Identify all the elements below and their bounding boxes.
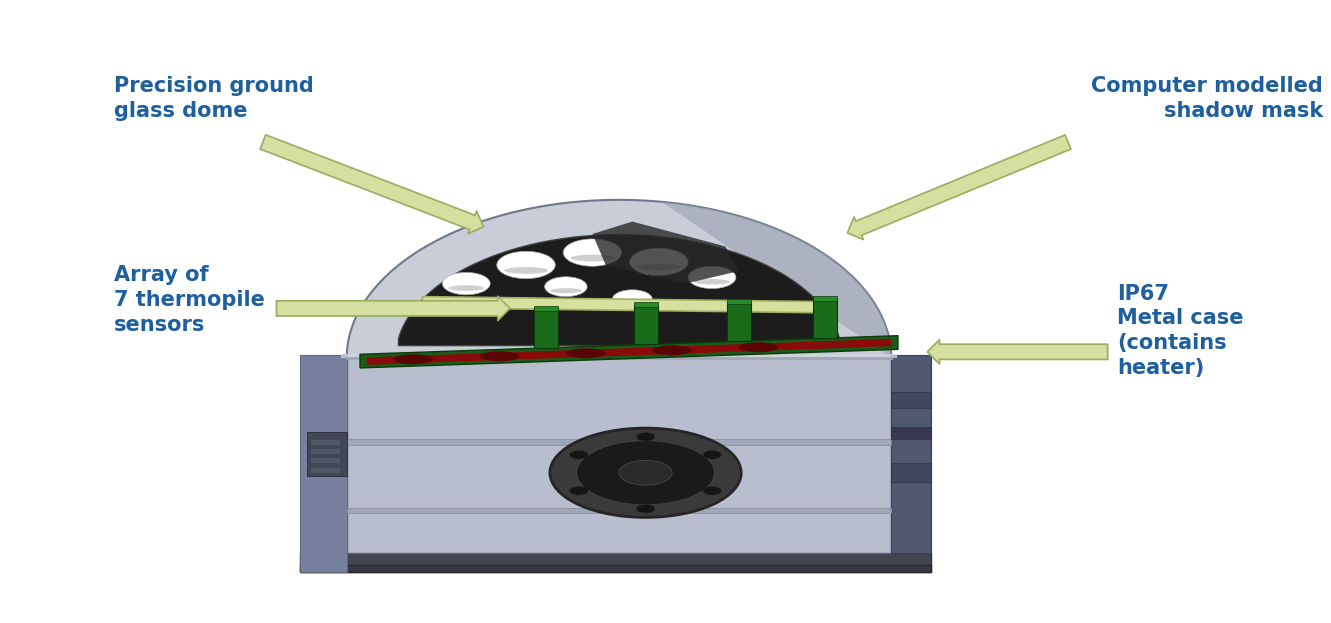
Circle shape bbox=[570, 450, 588, 459]
Ellipse shape bbox=[479, 351, 519, 361]
Polygon shape bbox=[422, 297, 820, 313]
Ellipse shape bbox=[618, 300, 647, 305]
Ellipse shape bbox=[693, 279, 729, 285]
Text: Array of
7 thermopile
sensors: Array of 7 thermopile sensors bbox=[114, 265, 265, 335]
Bar bbox=[634, 302, 658, 307]
Bar bbox=[311, 449, 341, 454]
Circle shape bbox=[636, 505, 655, 513]
Polygon shape bbox=[347, 355, 892, 553]
Polygon shape bbox=[662, 202, 892, 358]
Circle shape bbox=[550, 428, 741, 518]
Bar bbox=[892, 392, 932, 407]
Bar bbox=[892, 464, 932, 482]
Bar bbox=[307, 432, 347, 476]
Circle shape bbox=[496, 251, 555, 278]
Ellipse shape bbox=[566, 348, 606, 358]
Text: IP67
Metal case
(contains
heater): IP67 Metal case (contains heater) bbox=[1117, 283, 1243, 378]
Ellipse shape bbox=[652, 345, 692, 355]
Circle shape bbox=[688, 266, 736, 288]
Circle shape bbox=[703, 487, 721, 495]
Circle shape bbox=[703, 450, 721, 459]
Bar bbox=[311, 459, 341, 464]
Polygon shape bbox=[634, 305, 658, 345]
Ellipse shape bbox=[504, 267, 548, 274]
Polygon shape bbox=[301, 358, 347, 553]
Bar bbox=[311, 440, 341, 445]
Polygon shape bbox=[347, 200, 892, 358]
Ellipse shape bbox=[638, 264, 680, 271]
Circle shape bbox=[544, 277, 587, 297]
Circle shape bbox=[612, 290, 652, 308]
Bar bbox=[311, 468, 341, 473]
Ellipse shape bbox=[449, 285, 484, 291]
Circle shape bbox=[563, 239, 622, 266]
Circle shape bbox=[619, 460, 672, 485]
Polygon shape bbox=[359, 336, 898, 368]
Bar bbox=[813, 296, 837, 301]
Bar bbox=[892, 427, 932, 439]
Polygon shape bbox=[813, 298, 837, 338]
Bar bbox=[347, 439, 892, 445]
Polygon shape bbox=[366, 339, 892, 365]
Bar bbox=[301, 564, 932, 572]
Polygon shape bbox=[301, 355, 347, 572]
Circle shape bbox=[576, 440, 715, 505]
Polygon shape bbox=[398, 235, 840, 346]
Polygon shape bbox=[301, 553, 932, 572]
Bar bbox=[534, 306, 558, 311]
Polygon shape bbox=[592, 222, 739, 283]
Ellipse shape bbox=[571, 255, 615, 262]
Bar bbox=[347, 508, 892, 513]
Circle shape bbox=[630, 248, 688, 275]
Text: Computer modelled
shadow mask: Computer modelled shadow mask bbox=[1091, 76, 1323, 121]
Ellipse shape bbox=[393, 354, 433, 364]
Polygon shape bbox=[534, 308, 558, 348]
Polygon shape bbox=[892, 355, 932, 553]
Circle shape bbox=[636, 432, 655, 441]
Text: Precision ground
glass dome: Precision ground glass dome bbox=[114, 76, 314, 121]
Polygon shape bbox=[727, 302, 751, 341]
Polygon shape bbox=[892, 358, 932, 553]
Ellipse shape bbox=[739, 343, 779, 352]
Circle shape bbox=[570, 487, 588, 495]
Bar bbox=[727, 299, 751, 304]
Ellipse shape bbox=[550, 288, 582, 293]
Circle shape bbox=[442, 272, 490, 295]
